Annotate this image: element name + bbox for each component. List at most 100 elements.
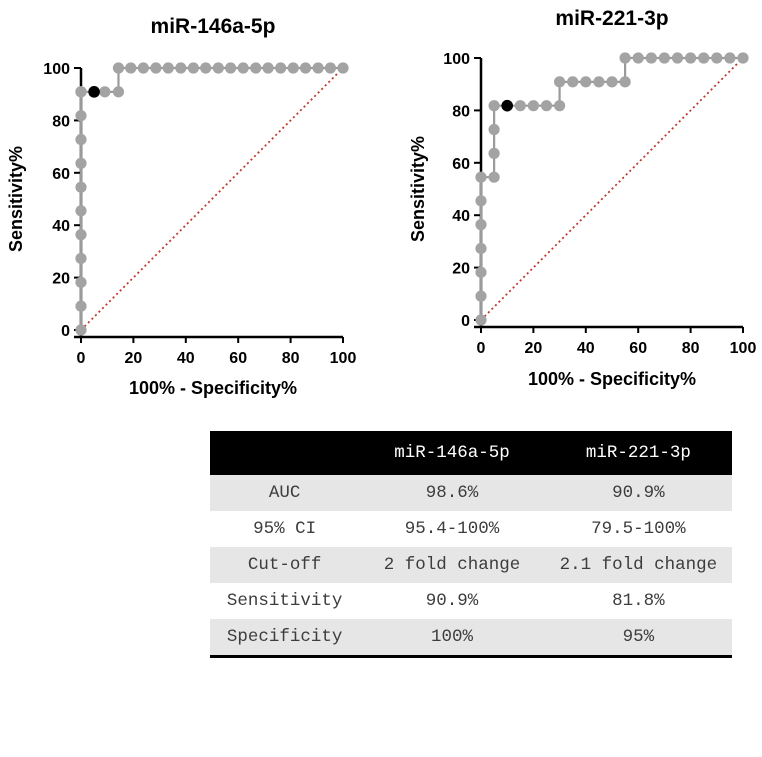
roc-point bbox=[606, 76, 618, 88]
roc-point bbox=[112, 62, 125, 74]
y-tick-label: 0 bbox=[461, 313, 470, 330]
roc-point bbox=[250, 62, 262, 74]
roc-chart-mir221: miR-221-3p Sensitivity% 100% - Specifici… bbox=[408, 7, 756, 389]
roc-point bbox=[671, 52, 684, 64]
table-header-cell bbox=[210, 431, 360, 475]
roc-point bbox=[125, 62, 137, 74]
chart-title: miR-221-3p bbox=[555, 7, 668, 30]
roc-point bbox=[567, 76, 579, 88]
cutoff-point bbox=[501, 99, 513, 112]
roc-point bbox=[488, 147, 500, 159]
roc-summary-table: miR-146a-5p miR-221-3p AUC 98.6% 90.9% 9… bbox=[210, 431, 732, 658]
roc-point bbox=[724, 52, 736, 64]
table-cell: 2 fold change bbox=[359, 547, 545, 583]
y-tick-label: 100 bbox=[443, 51, 470, 68]
roc-chart-mir146a: miR-146a-5p Sensitivity% 100% - Specific… bbox=[6, 15, 356, 398]
roc-point bbox=[488, 123, 500, 136]
roc-point bbox=[75, 157, 87, 169]
roc-point bbox=[275, 62, 287, 74]
table-row-label: Sensitivity bbox=[210, 583, 360, 619]
table-row: AUC 98.6% 90.9% bbox=[210, 475, 732, 511]
table-cell: 2.1 fold change bbox=[544, 547, 732, 583]
roc-point bbox=[225, 62, 237, 74]
x-tick-label: 20 bbox=[125, 350, 143, 367]
table-cell: 90.9% bbox=[359, 583, 545, 619]
table-cell: 90.9% bbox=[544, 475, 732, 511]
table-cell: 79.5-100% bbox=[544, 511, 732, 547]
y-axis-label: Sensitivity% bbox=[6, 146, 26, 252]
roc-point bbox=[175, 62, 187, 74]
table-row-label: AUC bbox=[210, 475, 360, 511]
roc-point bbox=[711, 52, 723, 64]
roc-point bbox=[554, 100, 566, 112]
table-header-row: miR-146a-5p miR-221-3p bbox=[210, 431, 732, 475]
roc-point bbox=[593, 76, 605, 88]
roc-point bbox=[619, 52, 631, 64]
roc-point bbox=[488, 100, 500, 112]
x-tick-label: 20 bbox=[525, 340, 543, 357]
x-tick-label: 60 bbox=[229, 350, 247, 367]
table-row: Sensitivity 90.9% 81.8% bbox=[210, 583, 732, 619]
x-tick-label: 40 bbox=[577, 340, 595, 357]
roc-point bbox=[475, 242, 487, 255]
y-tick-label: 60 bbox=[52, 166, 70, 183]
roc-point bbox=[112, 86, 125, 98]
roc-point bbox=[237, 62, 249, 74]
cutoff-point bbox=[88, 86, 100, 98]
y-tick-label: 20 bbox=[52, 271, 70, 288]
roc-point bbox=[475, 314, 487, 326]
roc-point bbox=[312, 62, 324, 74]
roc-point bbox=[475, 195, 487, 207]
roc-point bbox=[162, 62, 174, 74]
roc-point bbox=[488, 171, 500, 183]
table-cell: 95.4-100% bbox=[359, 511, 545, 547]
roc-point bbox=[475, 219, 487, 231]
roc-point bbox=[540, 100, 553, 112]
y-tick-label: 60 bbox=[452, 156, 470, 173]
roc-point bbox=[645, 52, 657, 64]
roc-point bbox=[685, 52, 697, 64]
y-tick-label: 100 bbox=[43, 61, 70, 78]
roc-point bbox=[554, 76, 566, 88]
roc-point bbox=[299, 62, 312, 74]
roc-point bbox=[75, 133, 87, 146]
roc-point bbox=[287, 62, 299, 74]
x-axis-label: 100% - Specificity% bbox=[129, 378, 297, 398]
table-header-cell: miR-221-3p bbox=[544, 431, 732, 475]
roc-point bbox=[75, 229, 87, 241]
table-cell: 95% bbox=[544, 619, 732, 657]
roc-point bbox=[75, 181, 87, 193]
y-tick-label: 0 bbox=[61, 323, 70, 340]
reference-line bbox=[480, 57, 744, 321]
y-axis-label: Sensitivity% bbox=[408, 136, 428, 242]
roc-point bbox=[75, 205, 87, 217]
x-tick-label: 80 bbox=[282, 350, 300, 367]
x-tick-label: 80 bbox=[682, 340, 700, 357]
y-tick-label: 20 bbox=[452, 261, 470, 278]
chart-title: miR-146a-5p bbox=[151, 15, 276, 38]
roc-point bbox=[75, 110, 87, 122]
roc-point bbox=[514, 100, 526, 112]
y-tick-label: 40 bbox=[452, 208, 470, 225]
roc-point bbox=[75, 324, 87, 336]
table-row-label: Cut-off bbox=[210, 547, 360, 583]
table-cell: 100% bbox=[359, 619, 545, 657]
x-axis-label: 100% - Specificity% bbox=[528, 369, 696, 389]
table-row: 95% CI 95.4-100% 79.5-100% bbox=[210, 511, 732, 547]
roc-point bbox=[99, 86, 111, 98]
roc-point bbox=[337, 62, 349, 74]
roc-point bbox=[75, 300, 87, 312]
y-tick-label: 80 bbox=[452, 103, 470, 120]
roc-point bbox=[632, 52, 644, 64]
x-tick-label: 0 bbox=[77, 350, 86, 367]
roc-point bbox=[200, 62, 212, 74]
table-row: Specificity 100% 95% bbox=[210, 619, 732, 657]
roc-point bbox=[187, 62, 199, 74]
roc-point bbox=[698, 52, 710, 64]
y-tick-label: 40 bbox=[52, 218, 70, 235]
y-tick-label: 80 bbox=[52, 113, 70, 130]
roc-point bbox=[212, 62, 224, 74]
roc-point bbox=[527, 100, 540, 112]
roc-point bbox=[137, 62, 149, 74]
table-row-label: 95% CI bbox=[210, 511, 360, 547]
